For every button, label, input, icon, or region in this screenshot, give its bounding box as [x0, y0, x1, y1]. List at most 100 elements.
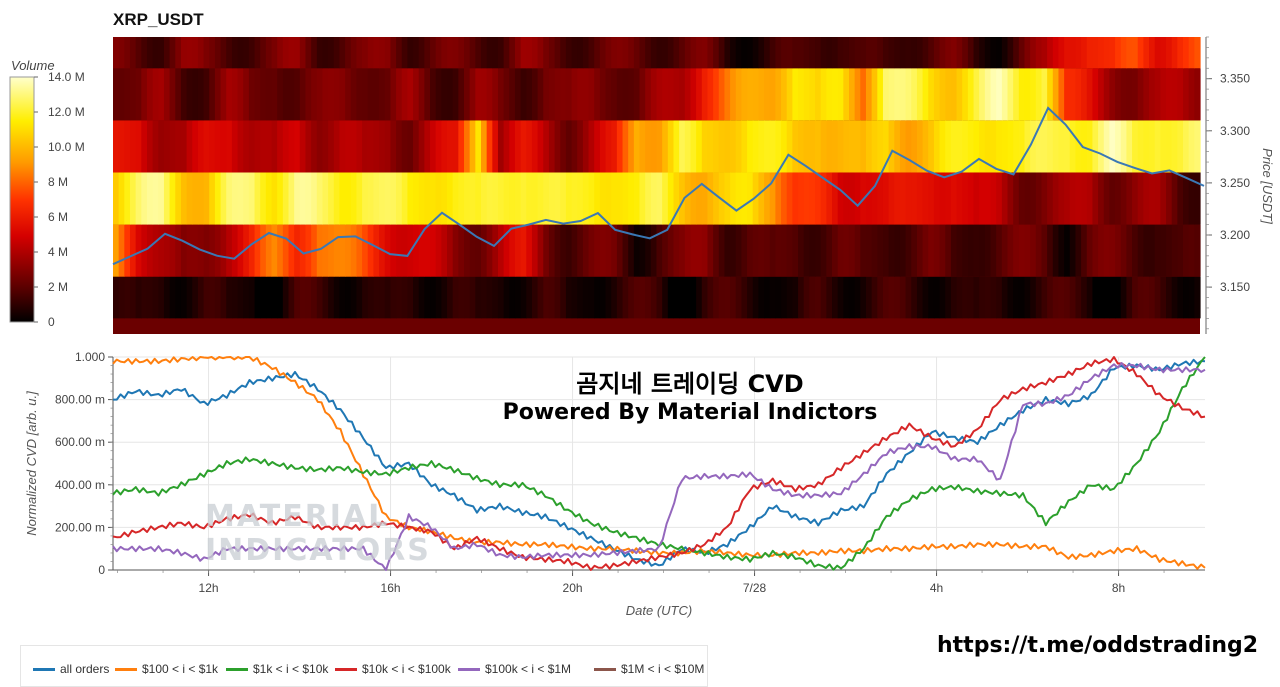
heatmap-cell — [424, 37, 431, 69]
heatmap-cell — [837, 224, 844, 277]
heatmap-cell — [905, 276, 912, 319]
heatmap-cell — [243, 172, 250, 225]
heatmap-cell — [203, 276, 210, 319]
heatmap-cell — [701, 224, 709, 277]
heatmap-cell — [764, 120, 771, 173]
heatmap-cell — [197, 68, 205, 121]
heatmap-cell — [798, 276, 805, 319]
price-axis-label: Price [USDT] — [1260, 148, 1275, 224]
heatmap-cell — [758, 224, 765, 277]
heatmap-cell — [203, 68, 210, 121]
heatmap-cell — [316, 68, 324, 121]
heatmap-cell — [345, 37, 352, 69]
heatmap-cell — [713, 172, 720, 225]
heatmap-cell — [679, 224, 686, 277]
heatmap-cell — [820, 37, 827, 69]
heatmap-cell — [452, 276, 459, 319]
heatmap-cell — [871, 172, 878, 225]
heatmap-cell — [305, 120, 312, 173]
heatmap-cell — [588, 224, 595, 277]
heatmap-cell — [990, 120, 997, 173]
heatmap-cell — [1109, 68, 1116, 121]
heatmap-cell — [667, 172, 675, 225]
heatmap-cell — [486, 276, 493, 319]
heatmap-cell — [611, 120, 618, 173]
heatmap-cell — [373, 68, 380, 121]
heatmap-cell — [447, 68, 454, 121]
heatmap-cell — [1154, 224, 1161, 277]
heatmap-cell — [333, 120, 341, 173]
heatmap-cell — [979, 172, 986, 225]
heatmap-cell — [124, 37, 131, 69]
heatmap-cell — [464, 68, 471, 121]
heatmap-cell — [158, 68, 165, 121]
heatmap-cell — [735, 172, 743, 225]
heatmap-cell — [1064, 276, 1071, 319]
heatmap-cell — [622, 120, 629, 173]
heatmap-cell — [379, 172, 386, 225]
heatmap-cell — [1166, 120, 1173, 173]
heatmap-cell — [430, 37, 437, 69]
heatmap-cell — [979, 276, 986, 319]
heatmap-cell — [1132, 37, 1139, 69]
heatmap-cell — [724, 68, 731, 121]
heatmap-cell — [531, 172, 539, 225]
heatmap-cell — [707, 224, 714, 277]
heatmap-cell — [226, 37, 233, 69]
heatmap-cell — [781, 120, 788, 173]
heatmap-cell — [390, 68, 397, 121]
heatmap-cell — [554, 120, 561, 173]
heatmap-cell — [401, 37, 408, 69]
heatmap-cell — [152, 224, 159, 277]
heatmap-cell — [435, 37, 442, 69]
heatmap-cell — [231, 276, 239, 319]
legend-item[interactable]: $1k < i < $10k — [226, 662, 328, 676]
heatmap-cell — [645, 37, 652, 69]
heatmap-cell — [175, 68, 182, 121]
heatmap-cell — [475, 172, 482, 225]
heatmap-cell — [1092, 68, 1099, 121]
heatmap-cell — [288, 37, 295, 69]
heatmap-cell — [401, 276, 408, 319]
legend-item[interactable]: $100 < i < $1k — [115, 662, 218, 676]
legend-item[interactable]: $100k < i < $1M — [458, 662, 571, 676]
heatmap-cell — [282, 120, 290, 173]
heatmap-cell — [973, 276, 980, 319]
heatmap-cell — [860, 276, 867, 319]
heatmap-cell — [1188, 120, 1195, 173]
heatmap-cell — [288, 224, 295, 277]
heatmap-cell — [786, 120, 793, 173]
heatmap-cell — [894, 37, 901, 69]
heatmap-cell — [832, 276, 839, 319]
heatmap-cell — [396, 172, 403, 225]
heatmap-cell — [1030, 120, 1037, 173]
heatmap-cell — [843, 172, 850, 225]
heatmap-cell — [571, 68, 578, 121]
heatmap-cell — [650, 224, 658, 277]
heatmap-cell — [220, 224, 227, 277]
legend-item[interactable]: all orders — [33, 662, 109, 676]
watermark-line-1: MATERIAL — [205, 499, 390, 534]
heatmap-cell — [418, 276, 425, 319]
heatmap-cell — [888, 276, 895, 319]
heatmap-cell — [254, 37, 261, 69]
heatmap-cell — [339, 37, 346, 69]
heatmap-cell — [497, 224, 505, 277]
legend-item[interactable]: $10k < i < $100k — [335, 662, 451, 676]
heatmap-cell — [1183, 224, 1190, 277]
telegram-link[interactable]: https://t.me/oddstrading2 — [937, 633, 1259, 658]
heatmap-cell — [384, 120, 392, 173]
heatmap-cell — [1194, 37, 1201, 69]
heatmap-cell — [1171, 37, 1178, 69]
heatmap-cell — [973, 120, 980, 173]
heatmap-cell — [129, 224, 137, 277]
heatmap-cell — [1092, 120, 1099, 173]
legend-item[interactable]: $1M < i < $10M — [594, 662, 704, 676]
heatmap-cell — [430, 276, 437, 319]
heatmap-cell — [871, 224, 878, 277]
heatmap-cell — [871, 37, 878, 69]
heatmap-cell — [328, 276, 335, 319]
heatmap-cell — [458, 172, 465, 225]
heatmap-cell — [701, 276, 709, 319]
heatmap-cell — [492, 172, 499, 225]
